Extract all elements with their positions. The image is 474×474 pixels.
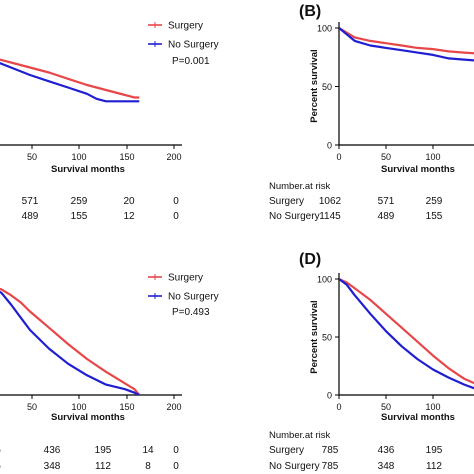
series-line-surgery bbox=[0, 287, 141, 395]
risk-value: 348 bbox=[378, 461, 395, 472]
legend-label: Surgery bbox=[168, 273, 203, 284]
p-value: P=0.001 bbox=[172, 56, 210, 67]
x-tick-label: 50 bbox=[27, 152, 37, 162]
x-tick-label: 0 bbox=[336, 402, 341, 412]
risk-row-label: Surgery bbox=[269, 196, 304, 207]
risk-value: 0 bbox=[173, 196, 179, 207]
p-value: P=0.493 bbox=[172, 307, 210, 318]
x-axis-title: Survival months bbox=[381, 164, 455, 175]
x-axis-title: Survival months bbox=[381, 412, 455, 423]
risk-value: 436 bbox=[378, 445, 395, 456]
risk-row-label: No Surgery bbox=[269, 461, 320, 472]
risk-value: 489 bbox=[378, 211, 395, 222]
y-axis-title: Percent survival bbox=[309, 49, 320, 122]
x-tick-label: 50 bbox=[381, 402, 391, 412]
panel-label: (B) bbox=[299, 3, 321, 20]
legend-label: No Surgery bbox=[168, 40, 219, 51]
risk-table-title: Number.at risk bbox=[269, 181, 330, 192]
risk-value: 0 bbox=[173, 211, 179, 222]
series-line-no-surgery bbox=[339, 278, 474, 390]
risk-value: 785 bbox=[322, 461, 339, 472]
legend-label: No Surgery bbox=[168, 292, 219, 303]
risk-value: 489 bbox=[22, 211, 39, 222]
x-tick-label: 0 bbox=[336, 152, 341, 162]
series-line-no-surgery bbox=[0, 61, 140, 103]
y-tick-label: 100 bbox=[317, 275, 332, 285]
y-tick-label: 50 bbox=[322, 333, 332, 343]
chart-panel-2: (B) 0 50 100 0 50 100 Survival months Percent su… bbox=[269, 3, 474, 222]
risk-value: 112 bbox=[95, 461, 111, 472]
series-line-surgery bbox=[339, 27, 474, 55]
x-tick-label: 200 bbox=[166, 402, 181, 412]
risk-value: 5 bbox=[0, 445, 1, 456]
panel-label: (D) bbox=[299, 251, 321, 268]
risk-value: 155 bbox=[426, 211, 443, 222]
risk-value: 436 bbox=[44, 445, 61, 456]
risk-value: 1062 bbox=[319, 196, 342, 207]
series-line-no-surgery bbox=[339, 27, 474, 62]
x-axis-title: Survival months bbox=[51, 412, 125, 423]
y-tick-label: 100 bbox=[317, 24, 332, 34]
risk-value: 195 bbox=[426, 445, 443, 456]
y-tick-label: 0 bbox=[327, 391, 332, 401]
risk-value: 0 bbox=[173, 445, 179, 456]
y-tick-label: 50 bbox=[322, 82, 332, 92]
risk-value: 1145 bbox=[319, 211, 341, 222]
risk-value: 259 bbox=[426, 196, 443, 207]
risk-value: 0 bbox=[173, 461, 179, 472]
series-line-no-surgery bbox=[0, 290, 140, 395]
x-tick-label: 200 bbox=[166, 152, 181, 162]
risk-value: 259 bbox=[71, 196, 88, 207]
risk-value: 785 bbox=[322, 445, 339, 456]
risk-value: 8 bbox=[145, 461, 151, 472]
x-tick-label: 100 bbox=[71, 402, 86, 412]
risk-value: 12 bbox=[123, 211, 135, 222]
y-axis-title: Percent survival bbox=[309, 300, 320, 373]
risk-table-title: Number.at risk bbox=[269, 430, 330, 441]
x-tick-label: 150 bbox=[119, 402, 134, 412]
x-tick-label: 50 bbox=[27, 402, 37, 412]
risk-value: 348 bbox=[44, 461, 61, 472]
risk-value: 14 bbox=[142, 445, 154, 456]
risk-value: 155 bbox=[71, 211, 88, 222]
y-tick-label: 0 bbox=[327, 141, 332, 151]
risk-value: 195 bbox=[95, 445, 112, 456]
x-tick-label: 100 bbox=[425, 152, 440, 162]
series-line-surgery bbox=[0, 58, 140, 99]
x-axis-title: Survival months bbox=[51, 164, 125, 175]
risk-value: 571 bbox=[22, 196, 39, 207]
legend-label: Surgery bbox=[168, 21, 203, 32]
x-tick-label: 100 bbox=[71, 152, 86, 162]
risk-row-label: Surgery bbox=[269, 445, 304, 456]
x-tick-label: 150 bbox=[119, 152, 134, 162]
risk-value: 571 bbox=[378, 196, 395, 207]
risk-value: 5 bbox=[0, 461, 1, 472]
x-tick-label: 100 bbox=[425, 402, 440, 412]
series-line-surgery bbox=[339, 277, 474, 385]
risk-value: 112 bbox=[426, 461, 442, 472]
x-tick-label: 50 bbox=[381, 152, 391, 162]
risk-value: 20 bbox=[123, 196, 135, 207]
risk-row-label: No Surgery bbox=[269, 211, 320, 222]
